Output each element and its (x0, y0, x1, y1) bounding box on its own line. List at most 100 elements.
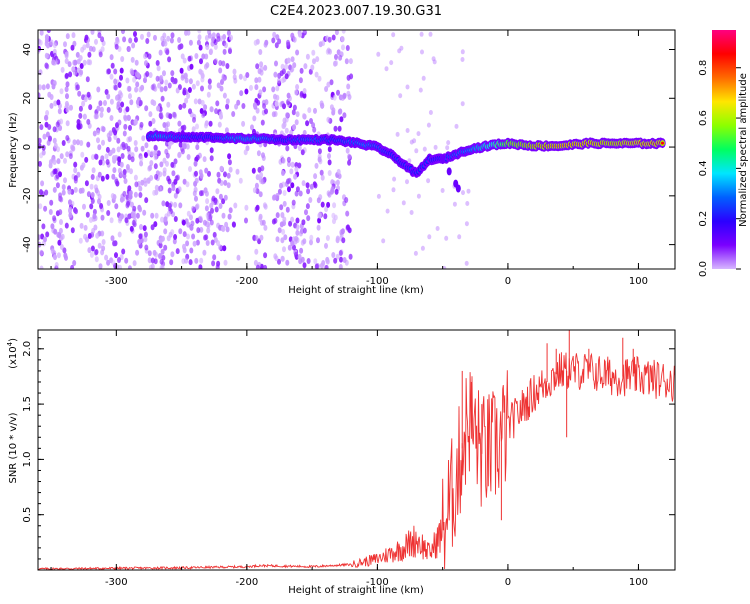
noise-speckle (218, 60, 223, 66)
noise-speckle (460, 57, 465, 62)
noise-speckle (290, 66, 295, 73)
noise-speckle (135, 212, 140, 219)
noise-speckle (170, 251, 175, 258)
noise-speckle (73, 59, 78, 66)
noise-speckle (401, 200, 406, 206)
noise-speckle (416, 131, 421, 137)
noise-speckle (138, 86, 143, 93)
noise-speckle (381, 238, 386, 244)
noise-speckle (318, 194, 323, 201)
svg-text:(x104): (x104) (6, 338, 19, 369)
noise-speckle (255, 264, 260, 269)
noise-speckle (271, 111, 276, 118)
noise-speckle (179, 67, 184, 74)
noise-speckle (264, 108, 268, 115)
noise-speckle (217, 121, 222, 128)
noise-speckle (43, 205, 48, 212)
noise-speckle (140, 179, 145, 186)
noise-speckle (251, 167, 256, 174)
noise-speckle (86, 118, 91, 125)
noise-speckle (281, 170, 285, 176)
noise-speckle (259, 66, 264, 73)
noise-speckle (134, 71, 139, 78)
noise-speckle (145, 71, 150, 77)
noise-speckle (79, 140, 84, 146)
noise-speckle (143, 236, 148, 243)
noise-speckle (65, 33, 70, 40)
noise-speckle (223, 259, 228, 266)
noise-speckle (128, 93, 132, 100)
noise-speckle (264, 99, 269, 106)
noise-speckle (153, 221, 158, 228)
noise-speckle (70, 264, 75, 269)
noise-speckle (96, 105, 101, 112)
noise-speckle (175, 248, 180, 255)
noise-speckle (93, 224, 98, 231)
noise-speckle (168, 231, 173, 238)
noise-speckle (52, 137, 57, 144)
noise-speckle (106, 93, 111, 100)
noise-speckle (317, 212, 322, 219)
noise-speckle (327, 153, 331, 159)
noise-speckle (328, 48, 332, 55)
noise-speckle (316, 224, 321, 231)
noise-speckle (194, 170, 198, 177)
noise-speckle (281, 77, 285, 84)
noise-speckle (135, 81, 140, 88)
noise-speckle (223, 179, 228, 186)
noise-speckle (180, 74, 185, 81)
noise-speckle (204, 234, 209, 241)
noise-speckle (100, 36, 105, 43)
noise-speckle (86, 141, 91, 148)
noise-speckle (178, 104, 183, 110)
noise-speckle (201, 53, 206, 60)
noise-speckle (209, 48, 213, 55)
noise-speckle (132, 212, 137, 219)
noise-speckle (317, 148, 322, 155)
noise-speckle (78, 112, 83, 119)
noise-speckle (49, 102, 54, 109)
noise-speckle (271, 37, 276, 44)
noise-speckle (188, 39, 193, 46)
noise-speckle (53, 100, 58, 107)
noise-speckle (224, 127, 229, 134)
noise-speckle (100, 155, 105, 162)
noise-speckle (461, 190, 465, 196)
noise-speckle (89, 251, 94, 258)
noise-speckle (314, 263, 319, 269)
noise-speckle (48, 135, 52, 142)
noise-speckle (109, 54, 114, 61)
noise-speckle (78, 55, 83, 61)
noise-speckle (119, 161, 124, 168)
x-tick-label: 0 (505, 577, 511, 588)
figure-title: C2E4.2023.007.19.30.G31 (270, 4, 442, 19)
noise-speckle (195, 80, 200, 87)
x-tick-label: 100 (629, 276, 648, 287)
noise-speckle (109, 98, 114, 105)
noise-speckle (195, 203, 200, 210)
noise-speckle (391, 187, 396, 193)
noise-speckle (243, 149, 248, 156)
noise-speckle (68, 199, 72, 206)
noise-speckle (284, 73, 289, 80)
noise-speckle (150, 150, 154, 157)
noise-speckle (125, 164, 130, 170)
noise-speckle (177, 37, 182, 43)
noise-speckle (428, 31, 433, 37)
noise-speckle (39, 189, 43, 196)
noise-speckle (109, 73, 114, 80)
noise-speckle (263, 64, 268, 71)
noise-speckle (274, 100, 279, 107)
noise-speckle (198, 215, 203, 222)
noise-speckle (309, 234, 314, 241)
noise-speckle (127, 265, 132, 269)
y-tick-label: 2.0 (22, 341, 33, 357)
noise-speckle (73, 167, 78, 174)
noise-speckle (384, 66, 389, 72)
noise-speckle (182, 89, 187, 96)
noise-speckle (275, 236, 280, 243)
noise-speckle (348, 253, 353, 260)
noise-speckle (125, 106, 130, 113)
noise-speckle (97, 198, 101, 205)
